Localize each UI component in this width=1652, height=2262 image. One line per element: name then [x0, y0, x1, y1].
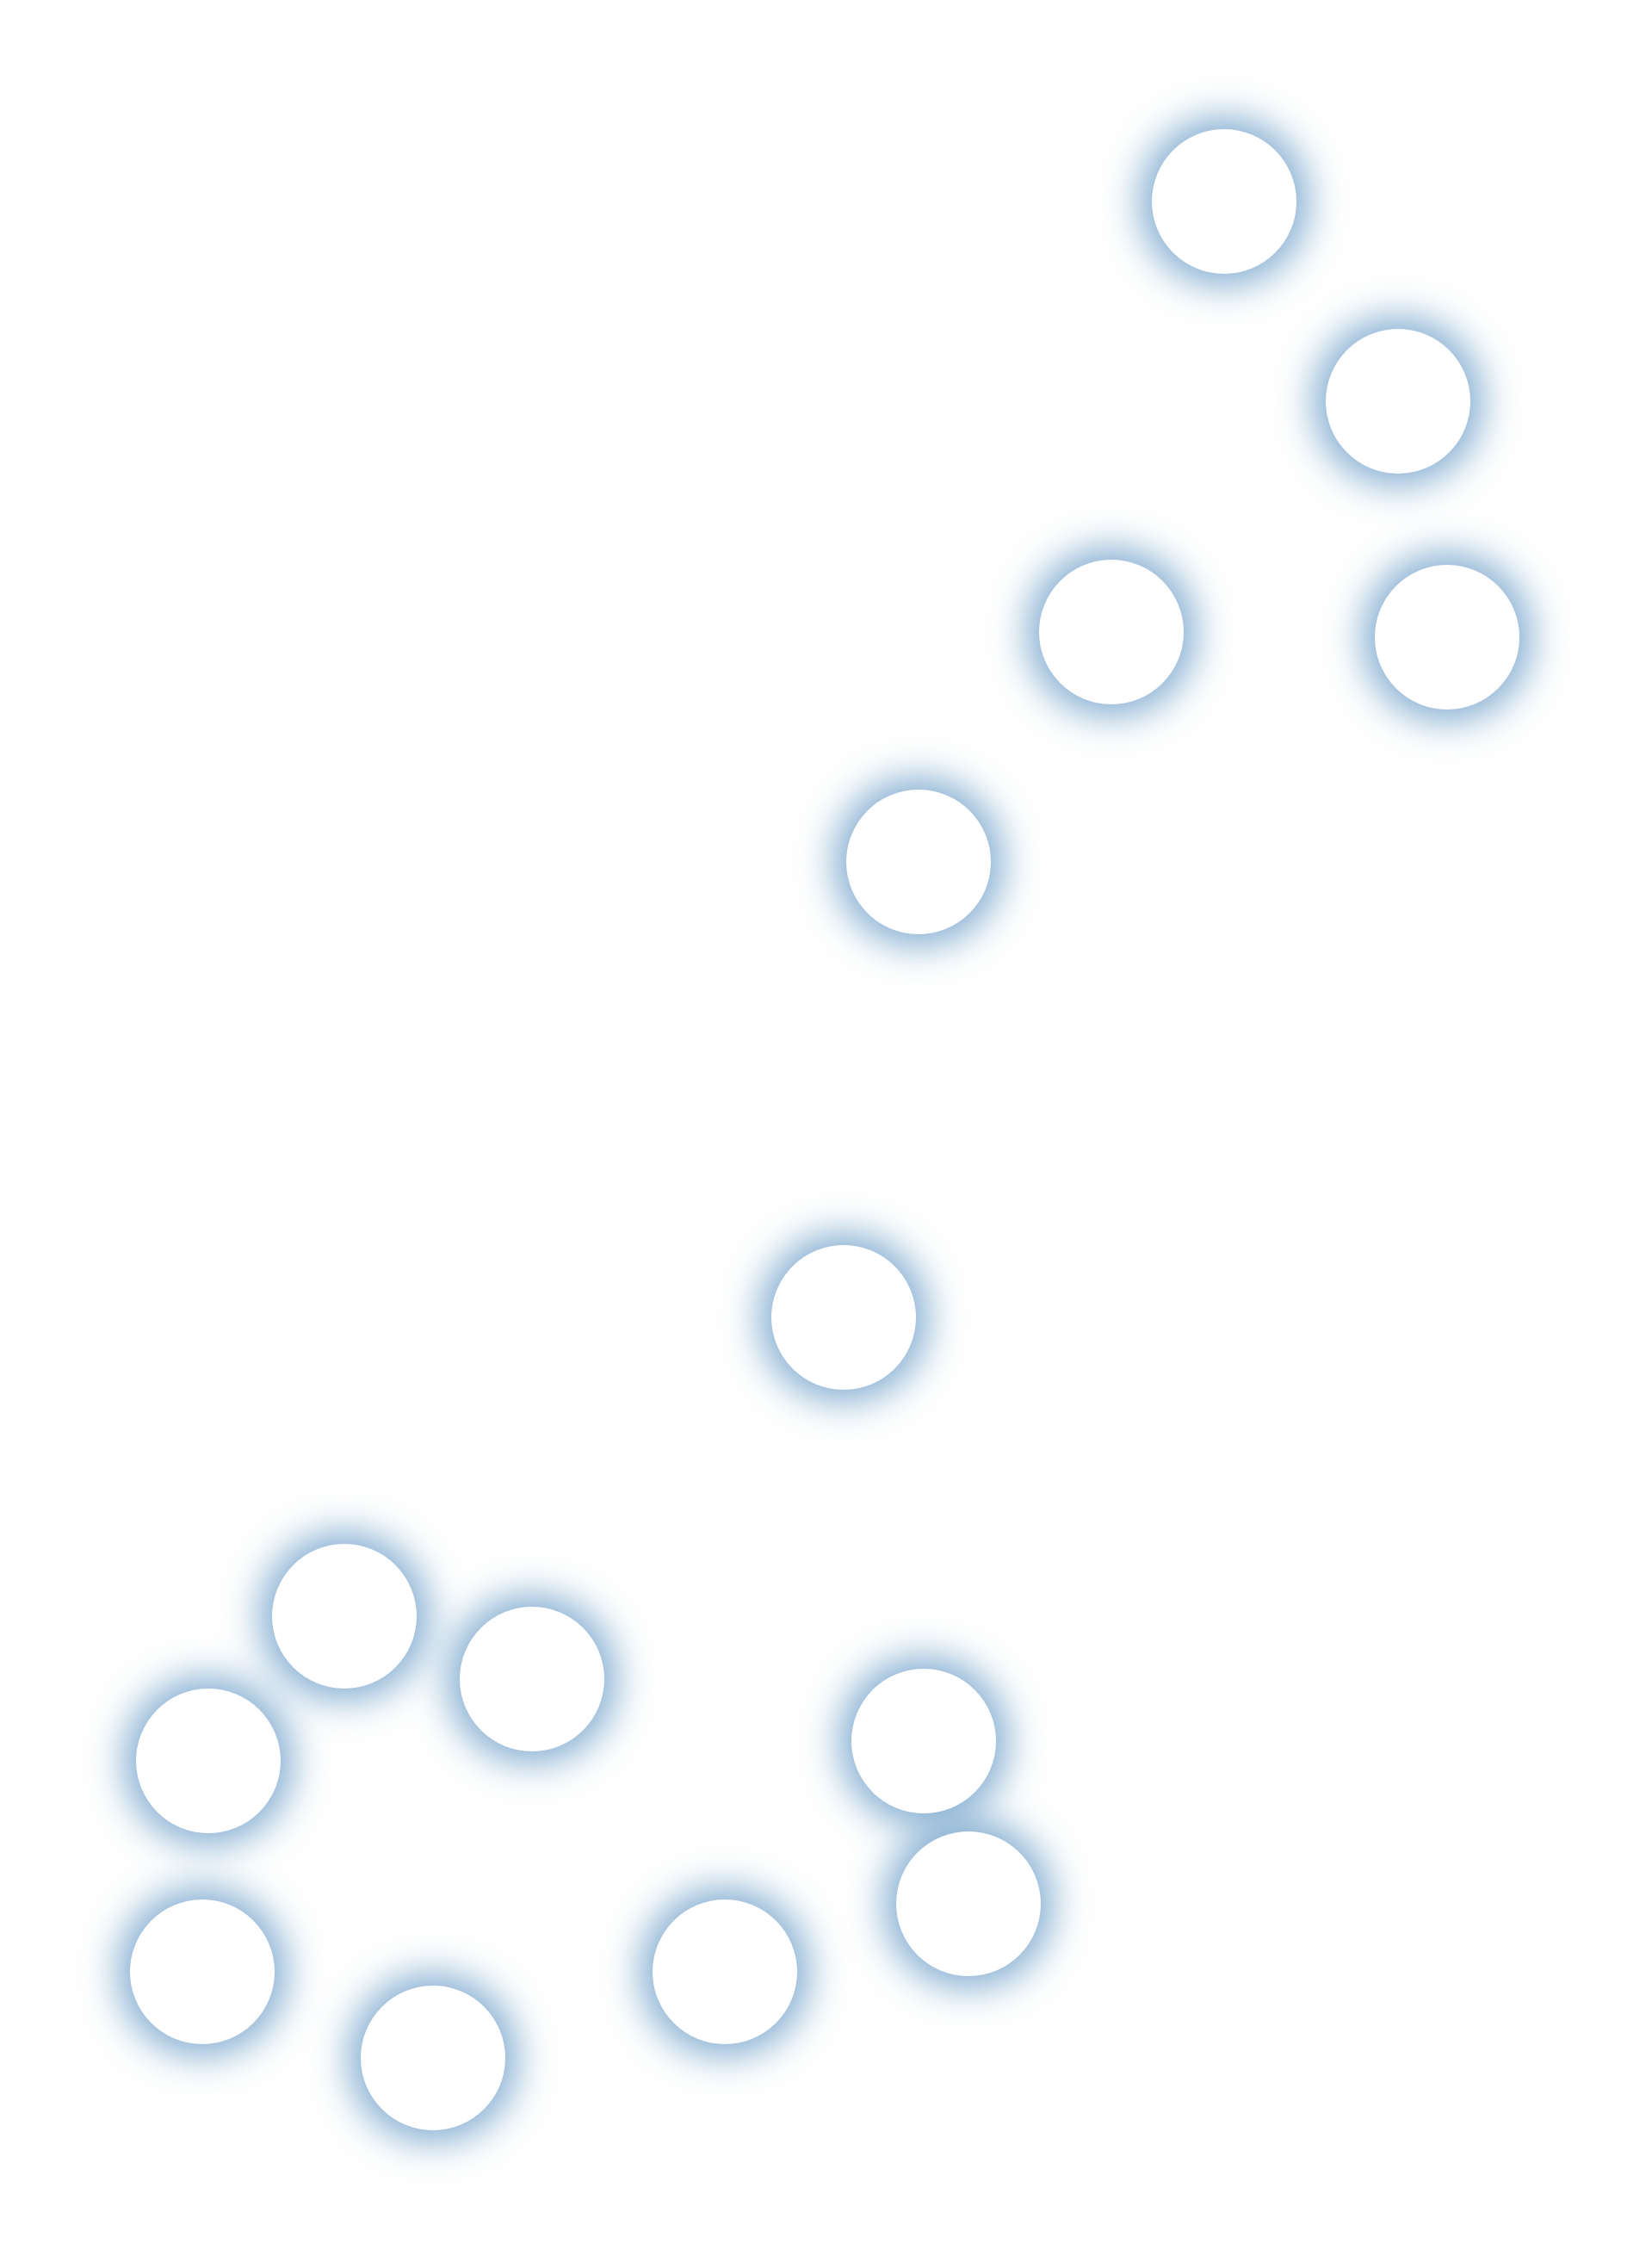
blurred-ring-icon-11 [896, 1831, 1041, 1976]
blurred-ring-icon-13 [653, 1899, 797, 2044]
marker-layer [130, 129, 1519, 2130]
blurred-ring-icon-8 [460, 1607, 604, 1751]
blurred-ring-icon-6 [771, 1245, 916, 1390]
blurred-ring-icon-14 [361, 1986, 505, 2130]
blurred-ring-icon-5 [846, 790, 991, 934]
blurred-ring-icon-3 [1039, 560, 1184, 704]
blurred-ring-icon-1 [1152, 129, 1296, 274]
blurred-ring-icon-2 [1326, 329, 1470, 474]
blurred-ring-icon-4 [1375, 565, 1519, 710]
blurred-ring-icon-10 [851, 1669, 996, 1813]
blurred-ring-icon-12 [130, 1899, 275, 2044]
blurred-ring-icon-9 [136, 1689, 281, 1833]
blurred-ring-icon-7 [272, 1544, 417, 1689]
